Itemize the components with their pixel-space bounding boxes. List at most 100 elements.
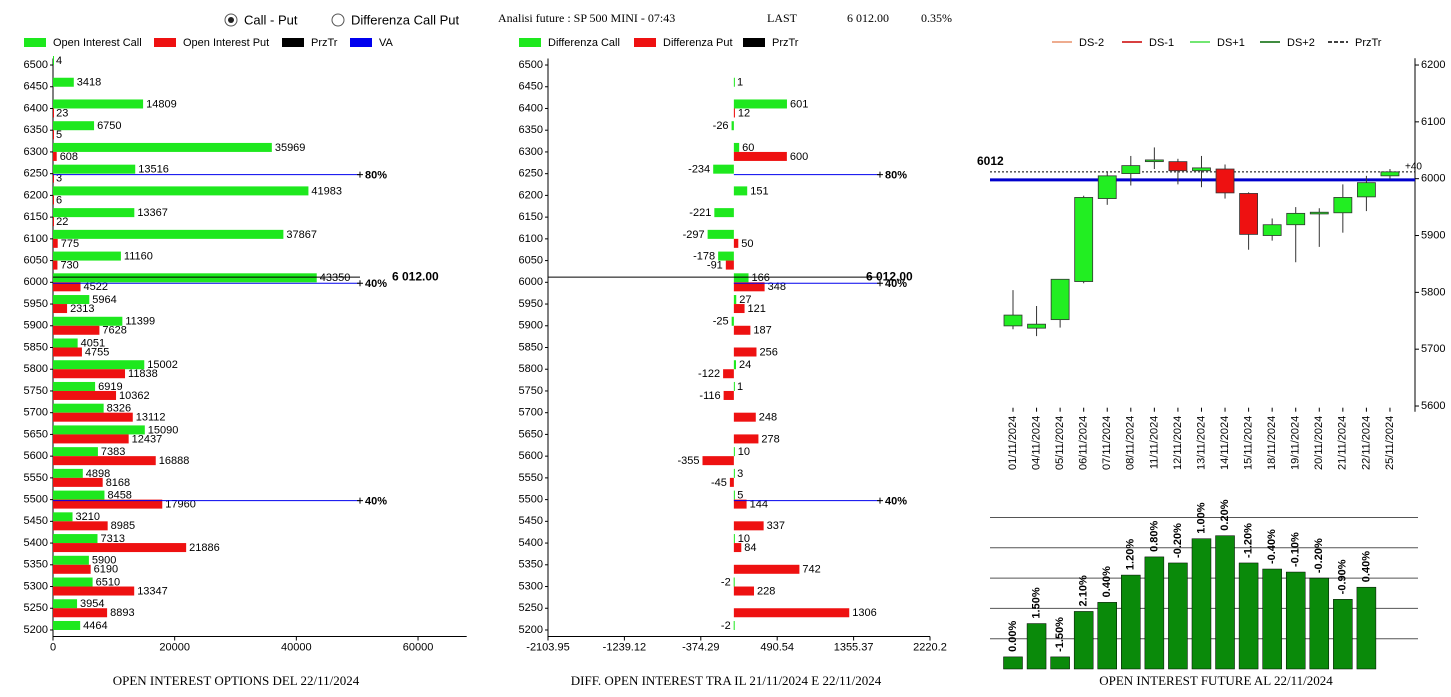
value-label: 13367 <box>137 207 168 219</box>
y-tick-label: 5400 <box>24 537 48 549</box>
bar <box>733 434 759 444</box>
radio-label[interactable]: Differenza Call Put <box>351 12 460 27</box>
y-tick-label: 5750 <box>24 385 48 397</box>
bar-label: 0.00% <box>1007 620 1019 651</box>
bar <box>1333 599 1353 670</box>
value-label: 10 <box>738 533 750 545</box>
bar <box>53 425 145 435</box>
bar <box>53 151 57 161</box>
value-label: 13516 <box>138 164 169 176</box>
bar <box>53 534 98 544</box>
y-tick-label: 5700 <box>24 407 48 419</box>
y-tick-label: 6050 <box>24 254 48 266</box>
bar-label: -0.40% <box>1266 529 1278 564</box>
x-tick-label: 40000 <box>281 641 312 653</box>
change: 0.35% <box>921 11 952 25</box>
y-tick-label: 6350 <box>24 124 48 136</box>
radio-diff[interactable]: Differenza Call Put <box>331 12 460 27</box>
y-tick-label: 5800 <box>519 363 543 375</box>
bar <box>714 208 734 218</box>
value-label: 4051 <box>81 337 105 349</box>
bar <box>53 304 68 314</box>
price-label: 6 012.00 <box>392 269 439 283</box>
y-tick-label: 6150 <box>519 211 543 223</box>
bar <box>733 586 755 596</box>
reference-label: 6012 <box>977 154 1004 168</box>
value-label: 1 <box>737 77 743 89</box>
bar <box>53 251 121 261</box>
value-label: 50 <box>741 238 753 250</box>
x-tick-label: 60000 <box>403 641 434 653</box>
value-label: -355 <box>677 455 699 467</box>
y-tick-label: 5750 <box>519 385 543 397</box>
bar <box>53 599 78 609</box>
candle-body <box>1192 167 1211 172</box>
bar <box>725 260 734 270</box>
x-tick-label: 04/11/2024 <box>1030 416 1042 470</box>
y-tick-label: 5600 <box>519 450 543 462</box>
value-label: 6919 <box>98 381 122 393</box>
bar <box>713 164 734 174</box>
radio-dot[interactable] <box>228 17 234 23</box>
y-tick-label: 5700 <box>519 407 543 419</box>
value-label: 41983 <box>311 185 342 197</box>
y-tick-label: 5250 <box>24 602 48 614</box>
bar <box>733 360 736 370</box>
y-tick-label: 6400 <box>24 102 48 114</box>
x-tick-label: -374.29 <box>682 641 719 653</box>
value-label: 121 <box>748 303 766 315</box>
va-label: 40% <box>885 278 907 290</box>
y-tick-label: 5600 <box>24 450 48 462</box>
value-label: -221 <box>689 207 711 219</box>
y-tick-label: 6300 <box>519 146 543 158</box>
candle-body <box>1215 168 1235 194</box>
value-label: 12437 <box>132 433 163 445</box>
bar <box>53 77 74 87</box>
x-tick-label: -2103.95 <box>526 641 569 653</box>
value-label: 13347 <box>137 585 168 597</box>
bar <box>733 490 735 500</box>
radio-call-put[interactable]: Call - Put <box>224 12 298 27</box>
value-label: -178 <box>693 250 715 262</box>
y-tick-label: 5200 <box>24 624 48 636</box>
bar <box>53 456 156 466</box>
value-label: 22 <box>56 216 68 228</box>
legend-label: DS+1 <box>1217 37 1245 49</box>
value-label: 3954 <box>80 598 104 610</box>
bar <box>1121 574 1141 670</box>
value-label: 1306 <box>852 607 876 619</box>
bar <box>733 521 764 531</box>
value-label: 5 <box>56 129 62 141</box>
value-label: 10362 <box>119 390 150 402</box>
x-tick-label: 21/11/2024 <box>1337 416 1349 470</box>
y-tick-label: 6500 <box>24 59 48 71</box>
y-tick-label: 5350 <box>519 559 543 571</box>
x-tick-label: 20000 <box>159 641 190 653</box>
value-label: 84 <box>744 542 756 554</box>
bar <box>53 273 317 283</box>
bar <box>733 295 737 305</box>
candle-body <box>1286 212 1306 226</box>
candle-body <box>1239 193 1258 235</box>
y-tick-label: 5900 <box>24 320 48 332</box>
bar-label: 1.20% <box>1125 539 1137 570</box>
value-label: 15002 <box>147 359 178 371</box>
y-tick-label: 5450 <box>24 515 48 527</box>
value-label: 8985 <box>111 520 135 532</box>
bar <box>731 121 734 131</box>
candle-body <box>1333 197 1353 214</box>
bar <box>733 412 756 422</box>
bar <box>53 347 82 357</box>
bar <box>1050 656 1070 670</box>
y-tick-label: 5700 <box>1421 343 1445 355</box>
value-label: 248 <box>759 412 777 424</box>
candle-body <box>1050 278 1070 321</box>
radio-label[interactable]: Call - Put <box>244 12 298 27</box>
legend-label: PrzTr <box>1355 37 1382 49</box>
legend-label: Differenza Call <box>548 37 620 49</box>
bar <box>53 108 54 118</box>
legend-swatch <box>282 38 304 47</box>
bar <box>733 468 735 478</box>
radio-button[interactable] <box>331 13 345 27</box>
value-label: 37867 <box>286 229 317 241</box>
